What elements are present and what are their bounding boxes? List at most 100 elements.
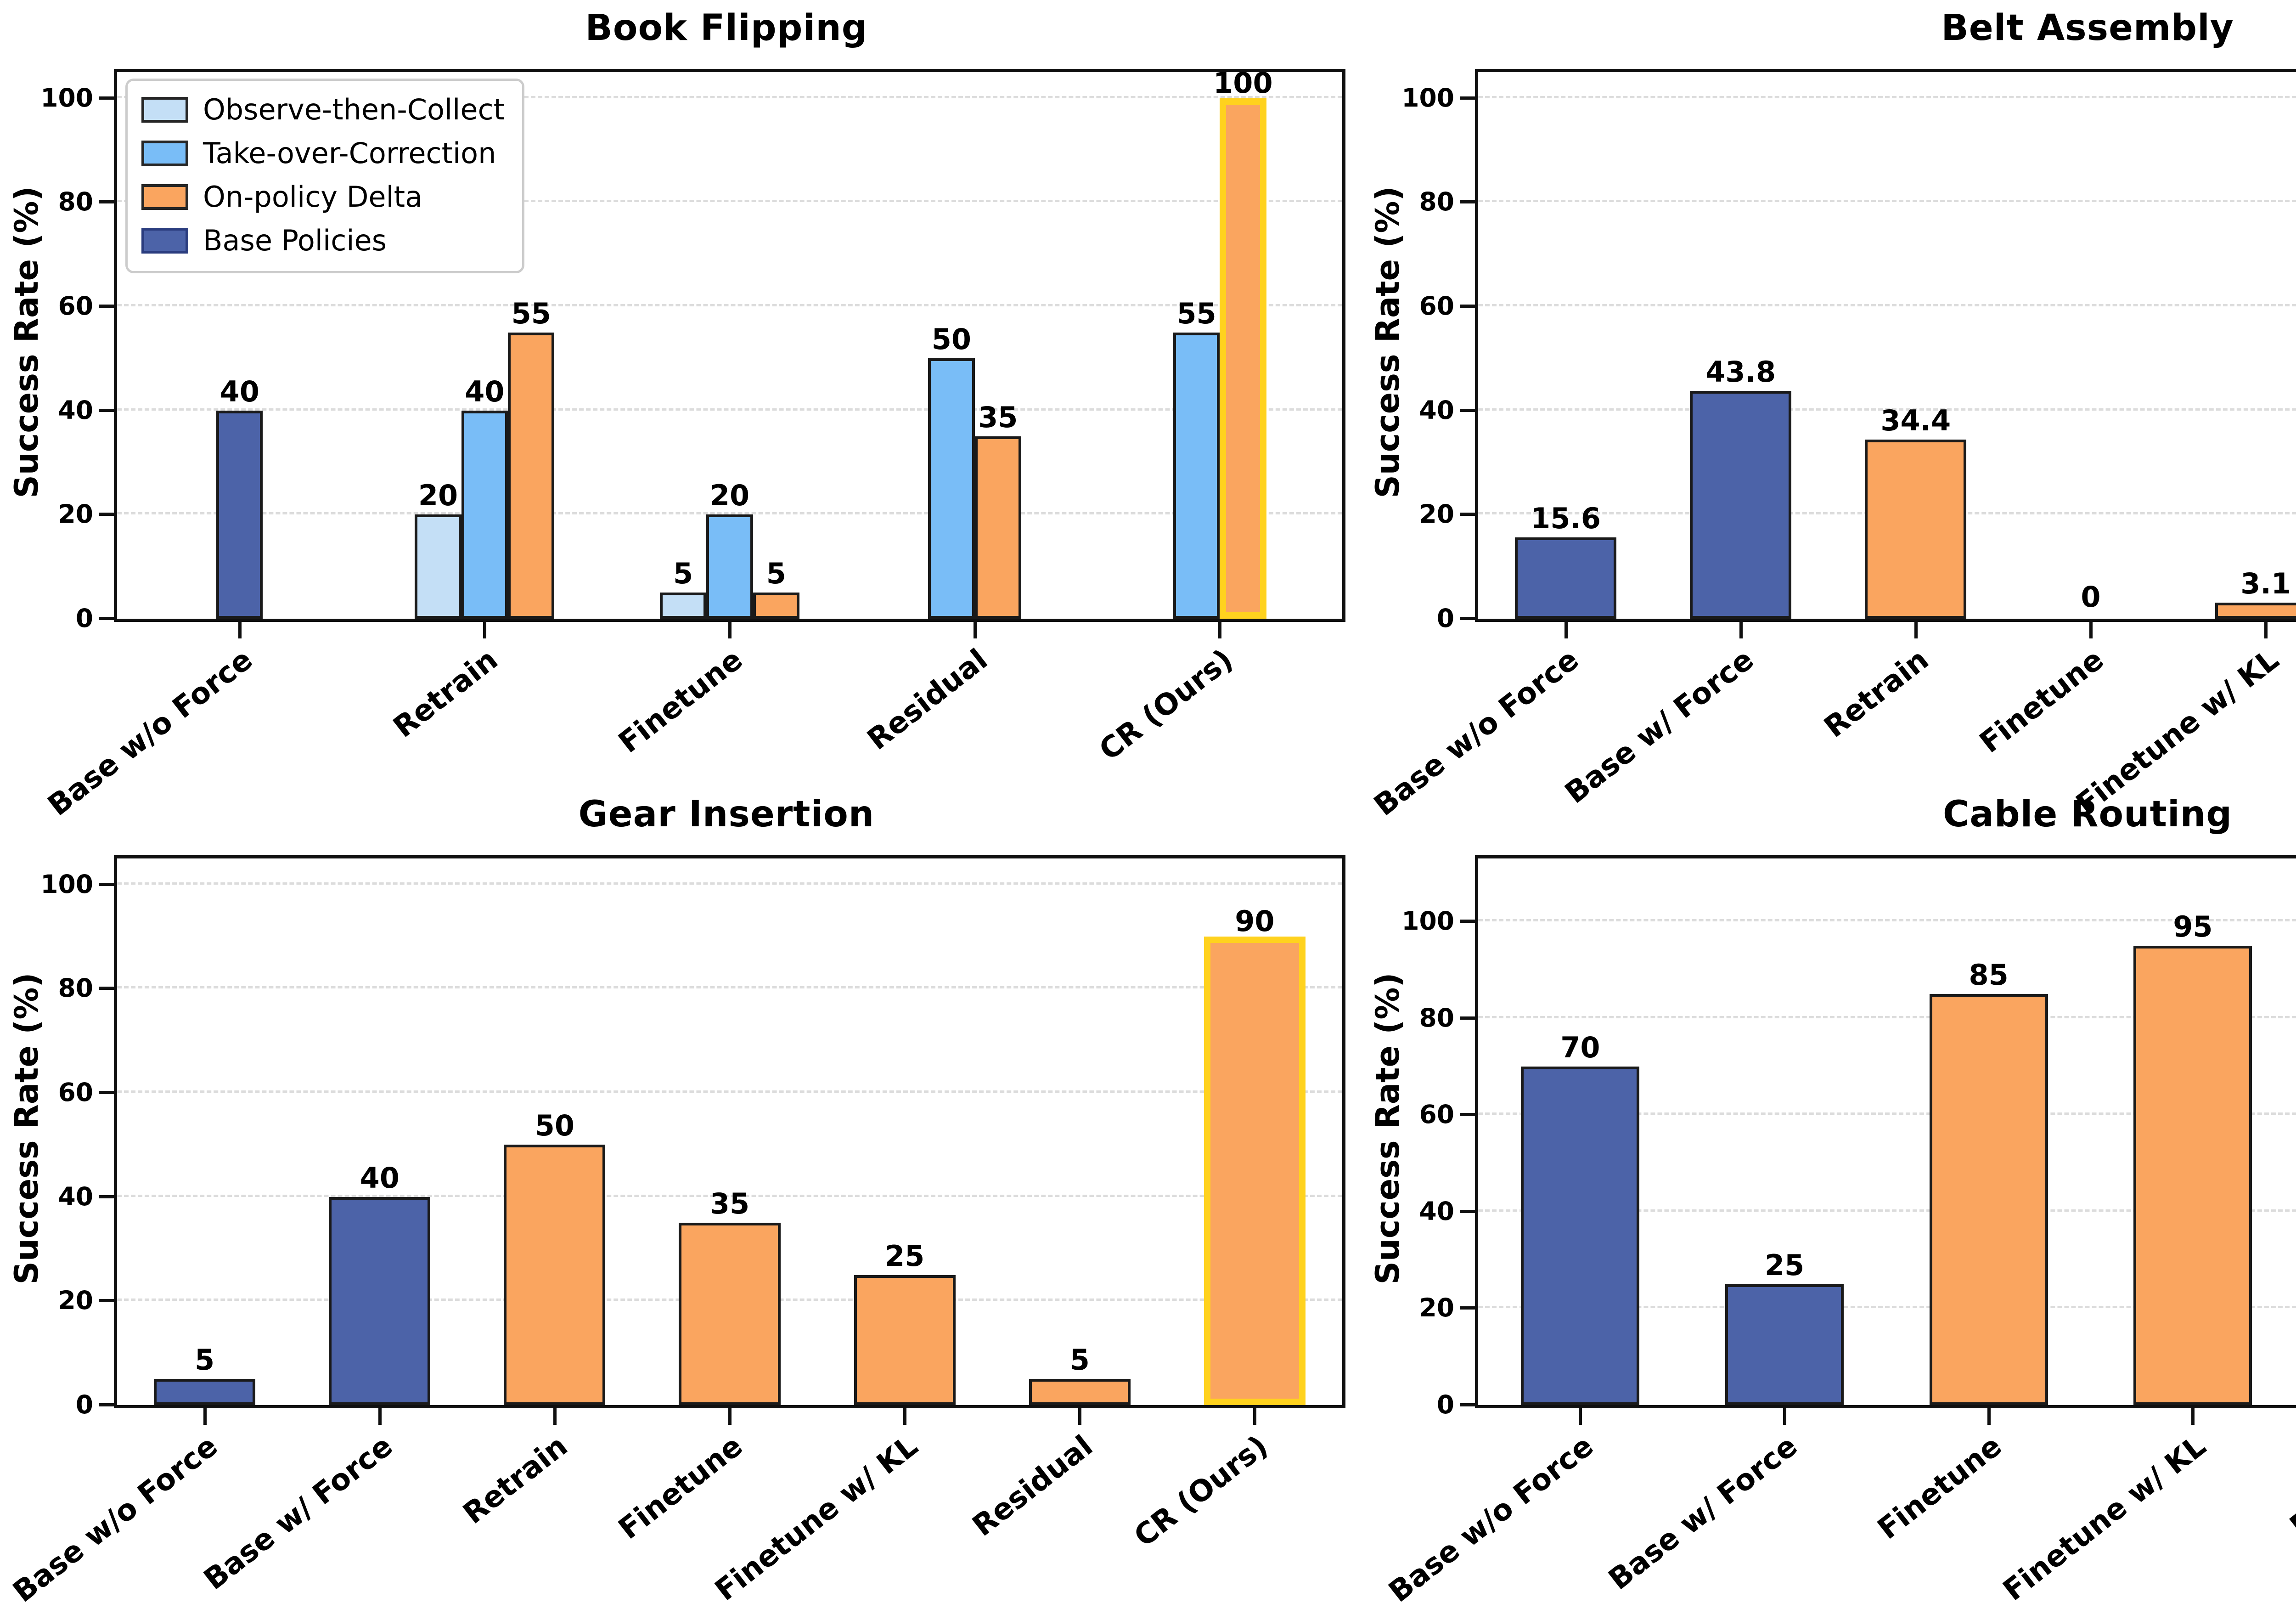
x-tick-mark bbox=[483, 622, 487, 638]
gridline bbox=[1478, 1209, 2296, 1212]
x-tick-mark bbox=[1739, 622, 1743, 638]
y-tick-mark bbox=[99, 513, 114, 516]
bar: 43.8 bbox=[1690, 357, 1792, 619]
x-tick-mark bbox=[1253, 1408, 1257, 1425]
x-tick-label: Base w/o Force bbox=[1382, 1429, 1600, 1609]
bar: 25 bbox=[854, 1242, 956, 1405]
legend-item: Base Policies bbox=[141, 226, 505, 255]
y-tick-mark bbox=[1460, 96, 1475, 100]
y-tick-mark bbox=[99, 408, 114, 412]
y-tick-mark bbox=[99, 1195, 114, 1198]
category-slot: 90 CR (Ours) bbox=[1128, 858, 1342, 1554]
bar-group: 95 bbox=[2091, 858, 2295, 1405]
legend-label: Observe-then-Collect bbox=[203, 93, 505, 126]
bar-group: 55 100 bbox=[1097, 68, 1342, 619]
bar: 20 bbox=[706, 481, 753, 619]
y-tick-mark bbox=[99, 1299, 114, 1303]
chart-belt-assembly: Belt Assembly Success Rate (%) 0 20 40 60 80 10… bbox=[1361, 0, 2296, 823]
gridline bbox=[117, 96, 1342, 98]
bar: 55 bbox=[508, 299, 555, 619]
y-tick-mark bbox=[1460, 1016, 1475, 1020]
bar-group: 90 bbox=[1167, 858, 1342, 1405]
bar: 25 bbox=[1725, 1251, 1844, 1405]
bar-value-label: 34.4 bbox=[1880, 404, 1951, 438]
category-slot: 95 Finetune w/ KL bbox=[1997, 858, 2295, 1608]
gridline bbox=[117, 200, 1342, 203]
category-slot: 25 Base w/ Force bbox=[1603, 858, 1887, 1597]
x-tick-label: Finetune bbox=[612, 1429, 749, 1547]
bar: 34.4 bbox=[1865, 406, 1967, 619]
y-tick-label: 100 bbox=[1401, 906, 1454, 936]
bar-value-label: 5 bbox=[1069, 1343, 1090, 1377]
category-slot: 43.8 Base w/ Force bbox=[1559, 72, 1828, 810]
y-tick-label: 20 bbox=[58, 1286, 93, 1315]
bar-group: 20 40 55 bbox=[362, 72, 608, 619]
gridline bbox=[117, 882, 1342, 885]
y-tick-label: 0 bbox=[1436, 604, 1454, 633]
x-tick-label: Retrain bbox=[457, 1429, 574, 1531]
gridline bbox=[1478, 1016, 2296, 1018]
gridline bbox=[1478, 200, 2296, 203]
bar: 20 bbox=[415, 481, 461, 619]
bar-value-label: 35 bbox=[978, 401, 1018, 435]
x-tick-mark bbox=[2264, 622, 2268, 638]
bar-value-label: 85 bbox=[1969, 958, 2009, 992]
y-tick-label: 20 bbox=[1419, 499, 1454, 529]
x-tick-label: Residual bbox=[2284, 1429, 2296, 1543]
bar: 70 bbox=[1521, 1033, 1640, 1405]
y-axis-label: Success Rate (%) bbox=[8, 186, 45, 498]
bar-value-label: 43.8 bbox=[1705, 355, 1776, 389]
y-tick-label: 40 bbox=[58, 1181, 93, 1211]
x-tick-mark bbox=[728, 622, 732, 638]
figure-grid: Book Flipping Success Rate (%) 0 20 40 60 80 10… bbox=[7, 0, 2296, 1609]
x-tick-label: Retrain bbox=[387, 643, 504, 745]
bar-group: 0 bbox=[2003, 72, 2178, 619]
y-tick-mark bbox=[99, 200, 114, 204]
bar: 40 bbox=[461, 377, 508, 619]
y-tick-mark bbox=[99, 305, 114, 308]
y-tick-label: 0 bbox=[1436, 1390, 1454, 1419]
y-tick-label: 0 bbox=[75, 1390, 93, 1419]
category-slot: 5 20 5 Finetune bbox=[607, 72, 852, 760]
bar-group: 40 bbox=[117, 72, 362, 619]
bar-group: 5 bbox=[992, 858, 1167, 1405]
gridline bbox=[1478, 304, 2296, 306]
x-tick-mark bbox=[2089, 622, 2093, 638]
bar: 40 bbox=[216, 377, 263, 619]
bar-value-label: 0 bbox=[2081, 580, 2101, 614]
bar-group: 25 bbox=[1683, 858, 1887, 1405]
x-tick-label: Base w/ Force bbox=[1603, 1429, 1804, 1597]
y-tick-mark bbox=[1460, 200, 1475, 204]
category-slot: 5 Residual bbox=[967, 858, 1167, 1543]
x-tick-mark bbox=[1564, 622, 1568, 638]
x-tick-mark bbox=[1078, 1408, 1082, 1425]
x-tick-label: CR (Ours) bbox=[1092, 643, 1239, 768]
legend-label: Base Policies bbox=[203, 224, 387, 258]
category-slot: 20 40 55 Retrain bbox=[362, 72, 608, 745]
x-tick-label: Base w/ Force bbox=[1559, 643, 1761, 811]
x-tick-label: Finetune w/ KL bbox=[1997, 1429, 2212, 1608]
x-tick-mark bbox=[238, 622, 242, 638]
legend-swatch bbox=[141, 96, 188, 123]
category-slot: 3.1 Finetune w/ KL bbox=[2070, 72, 2296, 821]
category-slot: 50 Retrain bbox=[457, 858, 642, 1531]
bar-value-label: 55 bbox=[1176, 296, 1216, 330]
gridline bbox=[1478, 1112, 2296, 1115]
bar-group: 34.4 bbox=[1828, 72, 2003, 619]
chart-cable-routing: Cable Routing Success Rate (%) 0 20 40 60 80 10… bbox=[1361, 786, 2296, 1609]
bar: 5 bbox=[659, 559, 707, 619]
x-tick-label: Base w/o Force bbox=[7, 1429, 225, 1609]
y-tick-mark bbox=[99, 882, 114, 886]
legend-item: Observe-then-Collect bbox=[141, 95, 505, 124]
chart-title: Cable Routing bbox=[1942, 794, 2233, 835]
x-tick-mark bbox=[903, 1408, 907, 1425]
x-tick-mark bbox=[203, 1408, 207, 1425]
bar-value-label: 25 bbox=[884, 1239, 925, 1273]
bar-value-label: 25 bbox=[1764, 1248, 1805, 1282]
y-tick-label: 60 bbox=[1419, 1100, 1454, 1129]
bar: 55 bbox=[1173, 299, 1220, 619]
gridline bbox=[1478, 919, 2296, 921]
legend-label: On-policy Delta bbox=[203, 180, 423, 214]
y-tick-mark bbox=[1460, 919, 1475, 923]
y-axis-label: Success Rate (%) bbox=[8, 972, 45, 1285]
